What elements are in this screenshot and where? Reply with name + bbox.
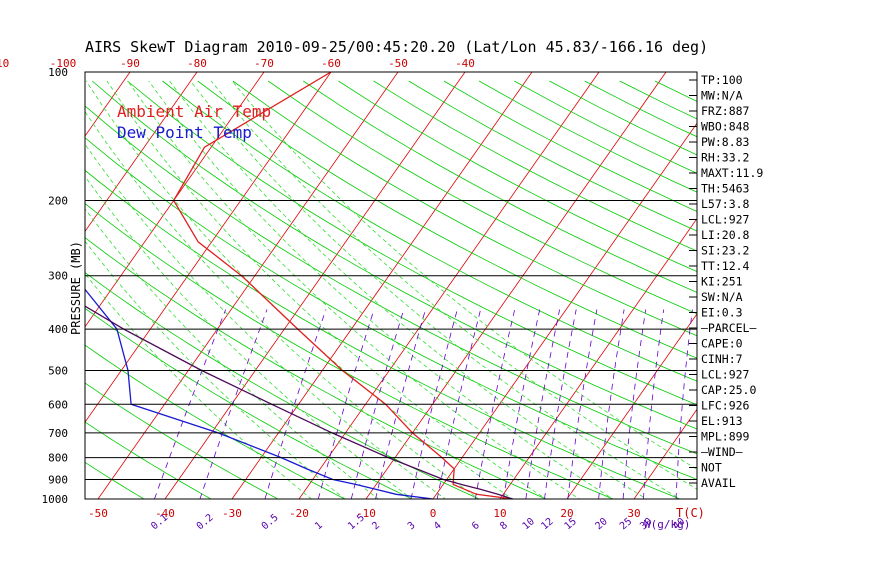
dry-adiabat-line [0,81,227,508]
mixing-ratio-tick-label: 1 [313,520,325,532]
bottom-temp-tick-label: 10 [493,507,506,520]
mixing-ratio-tick-label: 3 [406,520,418,532]
pressure-tick-label: 500 [48,364,68,377]
stat-item: EL:913 [701,414,743,428]
dry-adiabat-line [409,81,870,508]
dry-adiabat-line [444,81,870,508]
bottom-temp-tick-label: -50 [88,507,108,520]
stat-item: LI:20.8 [701,228,750,242]
pressure-tick-label: 200 [48,195,68,208]
isotherm-line [232,72,532,499]
mixing-ratio-tick-label: 10 [521,516,537,532]
isotherm-line [433,72,733,499]
stat-item: CINH:7 [701,352,743,366]
stat-item: NOT [701,461,722,475]
stat-item: LCL:927 [701,213,750,227]
mixing-ratio-unit-label: W(g/kg) [644,518,690,531]
mixing-ratio-tick-label: 2 [370,520,382,532]
isotherm-line [366,72,666,499]
mixing-ratio-tick-label: 6 [470,520,482,532]
pressure-tick-label: 900 [48,473,68,486]
pressure-tick-label: 800 [48,452,68,465]
legend-ambient: Ambient Air Temp [117,102,271,121]
dry-adiabat-line [514,81,870,508]
mixing-ratio-tick-label: 0.2 [195,512,216,532]
pressure-tick-label: 600 [48,398,68,411]
stat-item: WBO:848 [701,120,750,134]
chart-title: AIRS SkewT Diagram 2010-09-25/00:45:20.2… [85,38,708,56]
mixing-ratio-tick-label: 4 [432,520,444,532]
mixing-ratio-tick-label: 8 [498,520,510,532]
dry-adiabat-line [163,81,870,508]
stat-item: RH:33.2 [701,151,749,165]
pressure-tick-label: 300 [48,270,68,283]
mixing-ratio-tick-label: 12 [539,516,555,532]
dry-adiabat-line [0,81,635,508]
pressure-tick-label: 700 [48,427,68,440]
moist-adiabat-line [44,81,458,508]
stat-item: PW:8.83 [701,135,750,149]
moist-adiabat-line [86,81,526,508]
top-temp-tick-label: -50 [388,57,408,70]
stat-item: EI:0.3 [701,306,743,320]
dry-adiabat-line [0,81,431,508]
top-temp-tick-label: -80 [187,57,207,70]
stat-item: TP:100 [701,73,743,87]
pressure-tick-label: 1000 [42,493,69,506]
top-temp-tick-label: -60 [321,57,341,70]
dry-adiabat-line [374,81,870,508]
moist-adiabat-line [3,81,391,508]
moist-adiabat-line [232,81,763,508]
top-temp-tick-label: -70 [254,57,274,70]
top-temp-tick-label: -90 [120,57,140,70]
stat-item: LCL:927 [701,368,750,382]
top-temp-tick-label: -110 [0,57,9,70]
dry-adiabat-line [22,81,771,508]
stat-item: L57:3.8 [701,197,750,211]
dry-adiabat-line [655,81,870,508]
moist-adiabat-line [0,81,323,508]
stat-item: CAP:25.0 [701,383,756,397]
moist-adiabat-line [211,81,729,508]
dry-adiabat-line [0,81,703,508]
stat-item: MAXT:11.9 [701,166,763,180]
top-temp-tick-label: -40 [455,57,475,70]
top-temp-tick-label: -100 [50,57,77,70]
stat-item: FRZ:887 [701,104,750,118]
stat-item: LFC:926 [701,399,750,413]
isotherm-line [634,72,870,499]
mixing-ratio-tick-label: 20 [593,516,609,532]
dry-adiabat-line [198,81,870,508]
isotherm-line [768,72,870,499]
bottom-temp-tick-label: -20 [289,507,309,520]
bottom-temp-tick-label: 30 [627,507,640,520]
bottom-temp-tick-label: -30 [222,507,242,520]
stat-item: –WIND– [701,445,743,459]
stat-item: TH:5463 [701,182,750,196]
bottom-temp-tick-label: 0 [430,507,437,520]
pressure-tick-label: 400 [48,323,68,336]
stat-item: MW:N/A [701,89,743,103]
y-axis-label: PRESSURE (MB) [69,241,83,335]
dry-adiabat-line [479,81,870,508]
stat-item: –PARCEL– [701,321,756,335]
stat-item: KI:251 [701,275,743,289]
stat-item: TT:12.4 [701,259,750,273]
mixing-ratio-tick-label: 0.5 [260,512,281,532]
dry-adiabat-line [303,81,870,508]
stat-item: SW:N/A [701,290,743,304]
moist-adiabat-line [128,81,594,508]
dry-adiabat-line [233,81,870,508]
stat-item: MPL:899 [701,430,750,444]
stat-item: AVAIL [701,476,736,490]
legend-dewpoint: Dew Point Temp [117,123,252,142]
stat-item: CAPE:0 [701,337,743,351]
stat-item: SI:23.2 [701,244,749,258]
dry-adiabat-line [0,81,295,508]
